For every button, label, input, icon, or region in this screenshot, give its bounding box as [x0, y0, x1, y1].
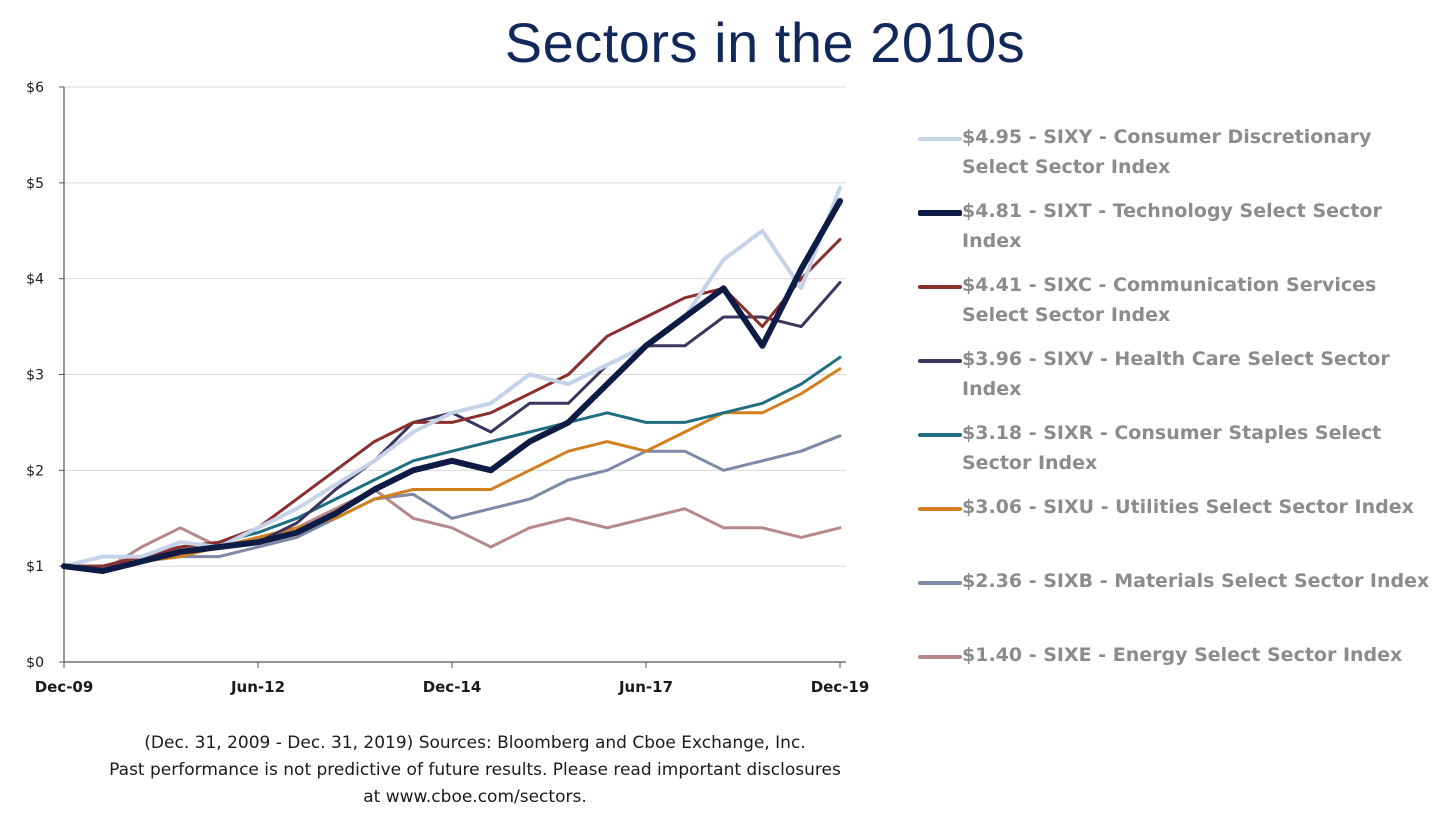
series-line [62, 434, 842, 573]
x-tick-labels: Dec-09 Jun-12 Dec-14 Jun-17 Dec-19 [35, 678, 870, 696]
y-tick-label: $3 [26, 368, 44, 384]
x-tick-label: Jun-17 [618, 678, 673, 696]
legend-item-sixv: $3.96 - SIXV - Health Care Select Sector… [918, 344, 1448, 404]
legend-item-sixe: $1.40 - SIXE - Energy Select Sector Inde… [918, 640, 1448, 670]
footnote-line-3: at www.cboe.com/sectors. [363, 787, 587, 807]
legend-label: $3.96 - SIXV - Health Care Select Sector… [962, 348, 1390, 400]
y-tick-label: $0 [26, 655, 44, 671]
legend-swatch [918, 285, 962, 289]
y-tick-label: $2 [26, 463, 44, 479]
series-line [61, 198, 843, 574]
legend-label: $2.36 - SIXB - Materials Select Sector I… [962, 570, 1430, 592]
page-title: Sectors in the 2010s [504, 11, 1026, 74]
legend-swatch [918, 359, 962, 363]
axes [59, 86, 846, 668]
legend-label: $4.81 - SIXT - Technology Select Sector … [962, 200, 1382, 252]
legend-swatch [918, 581, 962, 585]
series-line [62, 185, 842, 569]
legend-label: $4.95 - SIXY - Consumer Discretionary Se… [962, 126, 1372, 178]
series-line [62, 281, 842, 568]
y-tick-label: $5 [26, 176, 44, 192]
legend-label: $3.18 - SIXR - Consumer Staples Select S… [962, 422, 1382, 474]
x-tick-label: Dec-09 [35, 678, 94, 696]
series-lines [61, 185, 843, 574]
legend-swatch [918, 655, 962, 659]
legend-swatch [918, 433, 962, 437]
series-line [62, 367, 842, 573]
legend-item-sixr: $3.18 - SIXR - Consumer Staples Select S… [918, 418, 1448, 478]
legend-item-sixb: $2.36 - SIXB - Materials Select Sector I… [918, 566, 1448, 596]
legend-label: $1.40 - SIXE - Energy Select Sector Inde… [962, 644, 1403, 666]
line-chart: $0$1$2$3$4$5$6 Dec-09 Jun-12 Dec-14 Jun-17 D… [26, 80, 870, 696]
legend-label: $3.06 - SIXU - Utilities Select Sector I… [962, 496, 1414, 518]
y-tick-labels: $0 $1 $2 $3 $4 $5 $6 [26, 80, 44, 671]
y-tick-label: $1 [26, 559, 44, 575]
footnote-line-2: Past performance is not predictive of fu… [109, 760, 841, 780]
legend-swatch [918, 137, 962, 141]
series-line [62, 488, 842, 573]
y-tick-label: $6 [26, 80, 44, 96]
y-tick-label: $4 [26, 272, 44, 288]
legend-item-sixy: $4.95 - SIXY - Consumer Discretionary Se… [918, 122, 1448, 182]
legend-item-sixt: $4.81 - SIXT - Technology Select Sector … [918, 196, 1448, 256]
x-tick-label: Dec-19 [811, 678, 870, 696]
grid-lines [64, 86, 846, 567]
legend-item-sixu: $3.06 - SIXU - Utilities Select Sector I… [918, 492, 1448, 522]
legend-swatch [918, 210, 962, 216]
legend-item-sixc: $4.41 - SIXC - Communication Services Se… [918, 270, 1448, 330]
x-tick-label: Jun-12 [230, 678, 285, 696]
source-footnote: (Dec. 31, 2009 - Dec. 31, 2019) Sources:… [60, 730, 890, 811]
x-tick-label: Dec-14 [423, 678, 482, 696]
legend-swatch [918, 507, 962, 511]
legend-label: $4.41 - SIXC - Communication Services Se… [962, 274, 1377, 326]
footnote-line-1: (Dec. 31, 2009 - Dec. 31, 2019) Sources:… [144, 733, 806, 753]
